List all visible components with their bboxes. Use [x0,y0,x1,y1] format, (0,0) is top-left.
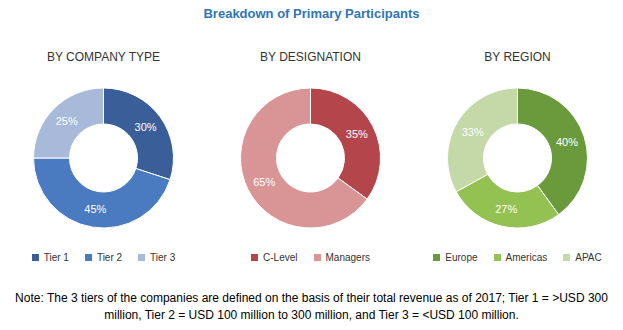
html-text:Europe: Europe [445,252,478,263]
svg-text:40%: 40% [556,136,578,148]
svg-text:30%: 30% [135,121,157,133]
html-text:Americas: Americas [505,252,548,263]
svg-text:33%: 33% [462,126,484,138]
html-text:BY COMPANY TYPE: BY COMPANY TYPE [46,50,161,64]
html-text:Breakdown of Primary Participa: Breakdown of Primary Participants [203,6,420,21]
html-text:C-Level: C-Level [263,252,298,263]
html-text:APAC: APAC [575,252,602,263]
html-text:BY DESIGNATION: BY DESIGNATION [260,50,361,64]
svg-text:45%: 45% [84,203,106,215]
html-text:Tier 1: Tier 1 [43,252,69,263]
html-text:Note: The 3 tiers of the compa: Note: The 3 tiers of the companies are d… [15,291,608,322]
html-text:Tier 3: Tier 3 [150,252,176,263]
html-text:Tier 2: Tier 2 [96,252,123,263]
svg-text:25%: 25% [56,115,78,127]
svg-text:27%: 27% [495,203,517,215]
svg-text:35%: 35% [346,128,368,140]
html-text:BY REGION: BY REGION [484,50,551,64]
svg-text:65%: 65% [253,176,275,188]
html-text:Managers: Managers [325,252,370,263]
